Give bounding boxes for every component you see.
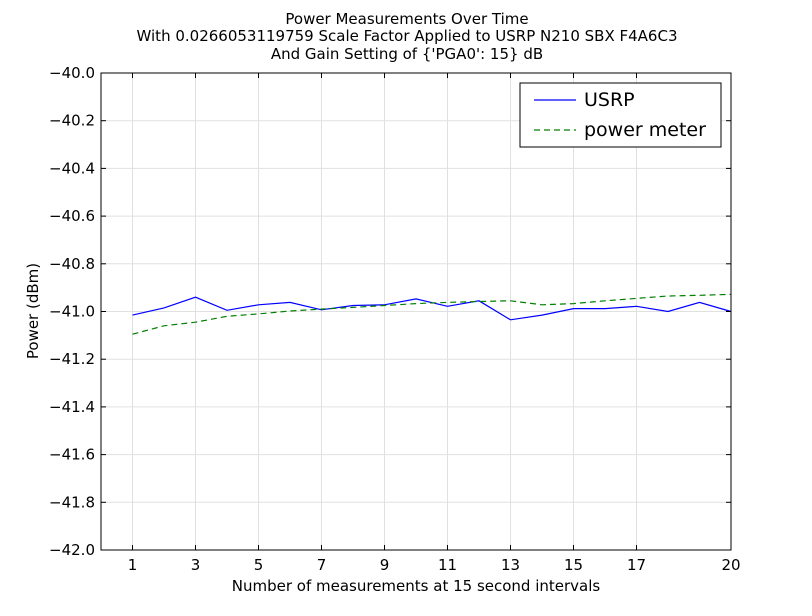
legend-box — [519, 82, 722, 148]
y-tick-label: −40.6 — [49, 207, 95, 225]
y-tick-label: −42.0 — [49, 541, 95, 559]
series-line-1 — [132, 296, 732, 321]
y-tick-label: −41.2 — [49, 350, 95, 368]
legend-label-1: USRP — [584, 89, 635, 111]
y-tick-label: −41.8 — [49, 493, 95, 511]
x-tick-label: 20 — [721, 556, 740, 574]
x-tick-label: 3 — [191, 556, 201, 574]
y-tick-label: −40.4 — [49, 159, 95, 177]
x-tick-label: 15 — [564, 556, 583, 574]
x-tick-label: 11 — [438, 556, 457, 574]
x-tick-label: 13 — [501, 556, 520, 574]
chart-title-line-3: And Gain Setting of {'PGA0': 15} dB — [271, 45, 543, 63]
y-tick-label: −41.4 — [49, 398, 95, 416]
x-tick-label: 1 — [128, 556, 138, 574]
legend-label-2: power meter — [584, 119, 706, 141]
x-tick-label: 5 — [254, 556, 264, 574]
y-tick-label: −40.0 — [49, 64, 95, 82]
chart-title: Power Measurements Over Time With 0.0266… — [137, 10, 678, 63]
y-axis-label: Power (dBm) — [24, 263, 42, 359]
y-tick-label: −41.6 — [49, 446, 95, 464]
series-lines — [132, 293, 732, 335]
x-tick-label: 9 — [380, 556, 390, 574]
y-tick-label: −41.0 — [49, 303, 95, 321]
x-tick-label: 7 — [317, 556, 327, 574]
y-tick-label: −40.8 — [49, 255, 95, 273]
chart-title-line-1: Power Measurements Over Time — [285, 10, 528, 28]
series-line-2 — [132, 293, 732, 335]
chart-title-line-2: With 0.0266053119759 Scale Factor Applie… — [137, 27, 678, 45]
legend: USRP power meter — [519, 82, 722, 148]
y-tick-label: −40.2 — [49, 112, 95, 130]
x-axis-label: Number of measurements at 15 second inte… — [232, 577, 601, 595]
axis-ticks: 1 3 5 7 9 11 13 15 17 20−40.0−40.2−40.4−40.6−40.8… — [49, 64, 741, 574]
x-tick-label: 17 — [627, 556, 646, 574]
